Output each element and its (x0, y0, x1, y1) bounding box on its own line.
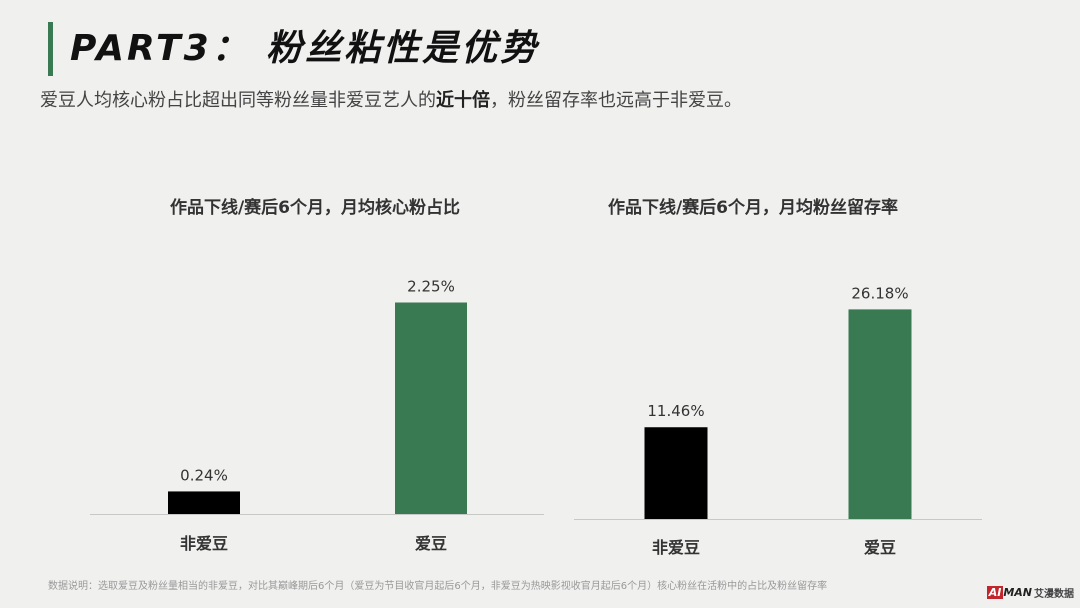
subtitle-post: ，粉丝留存率也远高于非爱豆。 (490, 90, 742, 111)
bar-value-label: 2.25% (407, 278, 455, 296)
bar-non-idol (168, 491, 240, 514)
bar-value-label: 0.24% (180, 466, 228, 484)
data-footnote: 数据说明：选取爱豆及粉丝量相当的非爱豆，对比其巅峰期后6个月（爱豆为节目收官月起… (48, 581, 828, 592)
chart-retention-rate: 11.46% 非爱豆 26.18% 爱豆 (574, 284, 982, 557)
logo-ai: AI (986, 585, 1004, 599)
chart-1-title: 作品下线/赛后6个月，月均核心粉占比 (169, 198, 461, 218)
bar-value-label: 11.46% (647, 402, 704, 420)
category-label: 非爱豆 (180, 534, 228, 553)
page-subtitle: 爱豆人均核心粉占比超出同等粉丝量非爱豆艺人的近十倍，粉丝留存率也远高于非爱豆。 (40, 86, 742, 112)
aiman-logo: AI MAN 艾漫数据 (986, 584, 1074, 600)
category-label: 爱豆 (415, 534, 447, 553)
logo-cn: 艾漫数据 (1034, 588, 1074, 600)
bar-value-label: 26.18% (851, 284, 908, 302)
bar-idol (848, 309, 912, 519)
page-title: PART3： 粉丝粘性是优势 (70, 28, 540, 69)
category-label: 爱豆 (864, 538, 896, 557)
chart-2-title: 作品下线/赛后6个月，月均粉丝留存率 (607, 198, 899, 218)
subtitle-highlight: 近十倍 (436, 90, 490, 111)
chart-core-fans-ratio: 0.24% 非爱豆 2.25% 爱豆 (90, 278, 544, 553)
bar-non-idol (644, 427, 708, 519)
bar-idol (395, 302, 467, 514)
title-accent-bar (48, 22, 53, 76)
subtitle-pre: 爱豆人均核心粉占比超出同等粉丝量非爱豆艺人的 (40, 90, 436, 111)
logo-man: MAN (1003, 585, 1032, 599)
category-label: 非爱豆 (652, 538, 700, 557)
